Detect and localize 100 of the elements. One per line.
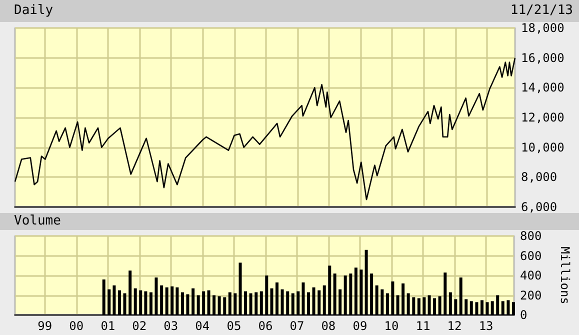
bar [318,290,321,315]
bar [486,302,489,315]
x-tick-label: 04 [195,319,210,333]
bar [322,285,326,315]
y-axis-title: Millions [558,246,572,304]
bar [254,292,258,315]
y-tick-label: 16,000 [521,50,564,65]
y-tick-label: 400 [520,268,542,282]
bar [338,289,342,315]
bar [370,274,374,315]
x-tick-label: 06 [258,319,273,333]
chart-title: Volume [14,214,62,228]
y-tick-label: 14,000 [521,80,564,95]
text: 11/21/13 [510,3,574,18]
bar [223,297,226,315]
bar [349,274,352,315]
bar [364,250,368,315]
y-tick-label: 12,000 [521,110,564,124]
bar [186,294,190,315]
y-tick-label: 600 [520,248,542,263]
bar [260,291,263,315]
y-tick-label: 6,000 [521,200,558,214]
bar [375,285,378,315]
bar [128,270,132,315]
bar [270,288,274,315]
bar [234,293,237,315]
bar [207,290,210,315]
bar [144,291,148,315]
bar [139,290,142,315]
line-series [14,57,516,200]
bar [244,291,248,315]
bar [102,279,106,315]
bar [406,293,410,315]
x-tick-label: 09 [352,319,368,333]
bar [496,295,500,315]
bar [170,286,174,315]
bar [202,291,206,315]
bar [149,292,152,315]
bar [391,281,394,315]
x-tick-label: 05 [226,319,242,333]
bar [444,272,447,315]
bar [396,295,400,315]
bar [108,289,111,315]
x-tick-label: 11 [416,319,430,333]
bar [438,296,442,315]
bar [464,299,468,315]
bar [180,292,184,315]
bar [165,287,168,315]
bar [470,301,473,315]
y-tick-label: 8,000 [521,170,558,184]
bar [280,289,284,315]
bar [422,297,426,315]
bar [333,274,336,315]
bar [307,292,310,315]
bar [475,302,478,315]
bar [459,277,462,315]
bar [417,298,420,315]
bar [192,288,195,315]
bar [238,262,242,315]
bar [296,291,300,315]
x-tick-label: 12 [447,319,462,333]
bar [160,285,164,315]
bar [176,287,179,315]
y-tick-label: 0 [520,308,528,322]
bar [286,291,290,315]
bar [501,301,504,315]
x-tick-label: 99 [38,319,52,333]
bar [276,282,279,315]
bar [302,282,305,315]
bar [412,297,416,315]
chart-title: Daily [14,3,54,18]
bar [490,301,494,315]
bar [454,299,458,315]
bar [154,277,158,315]
bar [354,268,358,315]
bar [328,266,332,315]
x-tick-label: 13 [478,319,494,333]
bar [228,292,232,315]
bar [402,283,405,315]
x-tick-label: 03 [164,319,178,333]
bar [212,295,216,315]
x-tick-label: 07 [290,319,304,333]
bar [512,302,515,315]
bar [380,289,384,315]
x-tick-label: 01 [100,319,116,333]
bar [291,293,294,315]
y-tick-label: 800 [520,229,542,243]
bar [265,276,268,315]
bar [448,292,452,315]
bar [134,288,137,315]
bar [118,290,121,315]
bar [249,293,252,315]
x-tick-label: 08 [321,319,336,333]
y-tick-label: 18,000 [521,21,564,35]
bar [218,296,221,315]
bar [123,293,126,315]
bar [360,270,363,315]
x-tick-label: 02 [132,319,147,333]
bar [433,298,436,315]
y-tick-label: 200 [520,288,542,302]
